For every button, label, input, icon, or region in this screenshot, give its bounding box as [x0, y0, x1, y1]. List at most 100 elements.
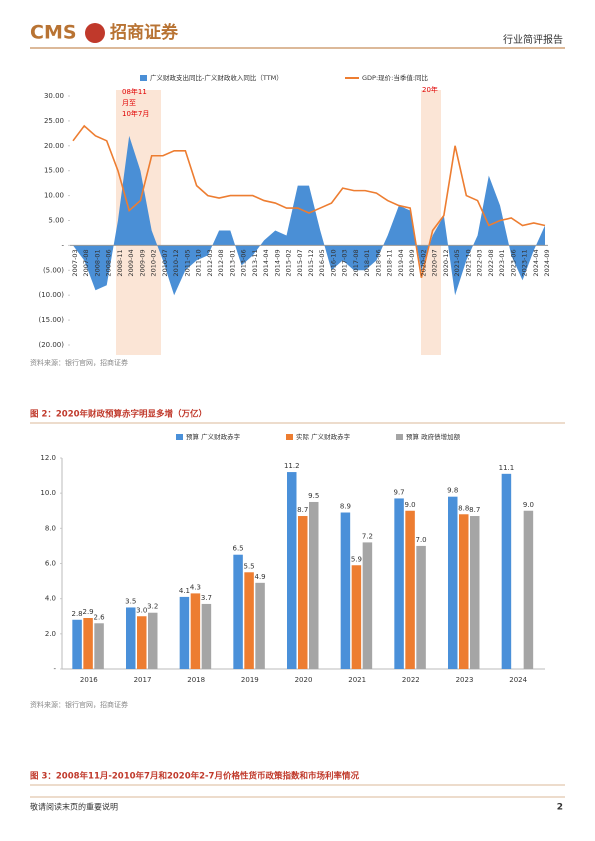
- value-label: 2.8: [72, 610, 83, 618]
- x-tick-label: 2015-07: [296, 249, 304, 276]
- bar: [394, 498, 404, 669]
- x-tick-label: 2020: [295, 676, 313, 684]
- y-tick-label: 25.00: [44, 117, 64, 125]
- x-tick-label: 2022-08: [487, 249, 495, 276]
- line: [72, 124, 546, 278]
- y-tick-label: 10.0: [40, 489, 56, 497]
- bar: [523, 510, 534, 669]
- brand: 招商证券: [110, 22, 179, 43]
- y-tick-label: 10.00: [44, 192, 64, 200]
- bar: [255, 582, 265, 669]
- x-tick-label: 2016-10: [329, 249, 337, 276]
- bar: [351, 565, 362, 669]
- value-label: 2.9: [83, 608, 94, 616]
- bar: [362, 542, 373, 669]
- legend-label: 预算 广义财政赤字: [186, 432, 241, 441]
- value-label: 5.5: [244, 562, 255, 570]
- annotation: 月至: [122, 99, 136, 107]
- bar: [201, 603, 212, 669]
- bar: [190, 593, 201, 669]
- y-tick-label: 8.0: [45, 524, 56, 532]
- y-tick-label: 15.00: [44, 167, 64, 175]
- value-label: 3.0: [136, 606, 147, 614]
- value-label: 5.9: [351, 555, 362, 563]
- x-tick-label: 2015-02: [285, 249, 293, 276]
- x-tick-label: 2009-04: [127, 249, 135, 276]
- x-tick-label: 2013-06: [240, 249, 248, 276]
- logo: CMS: [30, 22, 77, 44]
- y-tick-label: 4.0: [45, 595, 56, 603]
- value-label: 9.0: [523, 501, 534, 509]
- x-tick-label: 2018-11: [386, 249, 394, 276]
- x-tick-label: 2024-04: [532, 249, 540, 276]
- x-tick-label: 2018: [187, 676, 205, 684]
- value-label: 4.9: [255, 573, 266, 581]
- bar: [148, 612, 158, 669]
- y-tick-label: (20.00): [38, 341, 64, 349]
- y-tick-label: 2.0: [45, 630, 56, 638]
- x-tick-label: 2021-10: [464, 249, 472, 276]
- bar: [309, 501, 319, 669]
- bar: [233, 554, 243, 669]
- value-label: 8.7: [297, 506, 308, 514]
- x-tick-label: 2008-06: [105, 249, 113, 276]
- x-tick-label: 2022: [402, 676, 420, 684]
- bar: [83, 618, 93, 669]
- x-tick-label: 2010-07: [161, 249, 169, 276]
- bar: [137, 616, 147, 669]
- value-label: 11.2: [284, 462, 300, 470]
- x-tick-label: 2021: [348, 676, 366, 684]
- report-type: 行业简评报告: [503, 33, 563, 46]
- x-tick-label: 2014-04: [262, 249, 270, 276]
- x-tick-label: 2008-11: [116, 249, 124, 276]
- value-label: 8.8: [458, 504, 469, 512]
- legend-label: 实际 广义财政赤字: [296, 432, 351, 441]
- x-tick-label: 2016-05: [318, 249, 326, 276]
- x-tick-label: 2023: [456, 676, 474, 684]
- x-tick-label: 2015-12: [307, 249, 315, 276]
- x-tick-label: 2008-01: [93, 249, 101, 276]
- x-tick-label: 2009-09: [138, 249, 146, 276]
- bar: [298, 516, 308, 669]
- value-label: 9.7: [394, 488, 405, 496]
- value-label: 3.7: [201, 594, 212, 602]
- legend-label: 预算 政府债增加额: [406, 432, 461, 441]
- figure-title: 图 2：2020年财政预算赤字明显多增（万亿）: [30, 409, 207, 420]
- area: [73, 135, 545, 296]
- bar: [459, 514, 469, 669]
- x-tick-label: 2024: [509, 676, 527, 684]
- page-number: 2: [557, 803, 563, 813]
- value-label: 8.7: [469, 506, 480, 514]
- y-tick-label: 6.0: [45, 560, 56, 568]
- bar: [470, 516, 480, 669]
- footer-note: 敬请阅读末页的重要说明: [30, 802, 118, 812]
- x-tick-label: 2017-08: [352, 249, 360, 276]
- x-tick-label: 2012-03: [206, 249, 214, 276]
- value-label: 8.9: [340, 503, 351, 511]
- bar: [72, 619, 82, 669]
- x-tick-label: 2010-02: [150, 249, 158, 276]
- source: 资料来源：银行官网，招商证券: [30, 700, 128, 709]
- legend-label: 广义财政支出同比-广义财政收入同比（TTM）: [150, 73, 283, 82]
- x-tick-label: 2023-01: [498, 249, 506, 276]
- x-tick-label: 2019-09: [408, 249, 416, 276]
- legend-swatch: [140, 75, 147, 81]
- x-tick-label: 2012-08: [217, 249, 225, 276]
- x-tick-label: 2021-05: [453, 249, 461, 276]
- y-tick-label: -: [61, 241, 64, 249]
- value-label: 7.2: [362, 532, 373, 540]
- bar: [340, 512, 351, 669]
- value-label: 2.6: [94, 613, 106, 621]
- x-tick-label: 2018-06: [374, 249, 382, 276]
- value-label: 9.5: [308, 492, 319, 500]
- value-label: 7.0: [416, 536, 427, 544]
- value-label: 6.5: [233, 545, 244, 553]
- y-tick-label: (5.00): [43, 266, 64, 274]
- legend-swatch: [176, 434, 183, 440]
- x-tick-label: 2022-03: [476, 249, 484, 276]
- x-tick-label: 2014-09: [273, 249, 281, 276]
- x-tick-label: 2019: [241, 676, 259, 684]
- x-tick-label: 2013-11: [251, 249, 259, 276]
